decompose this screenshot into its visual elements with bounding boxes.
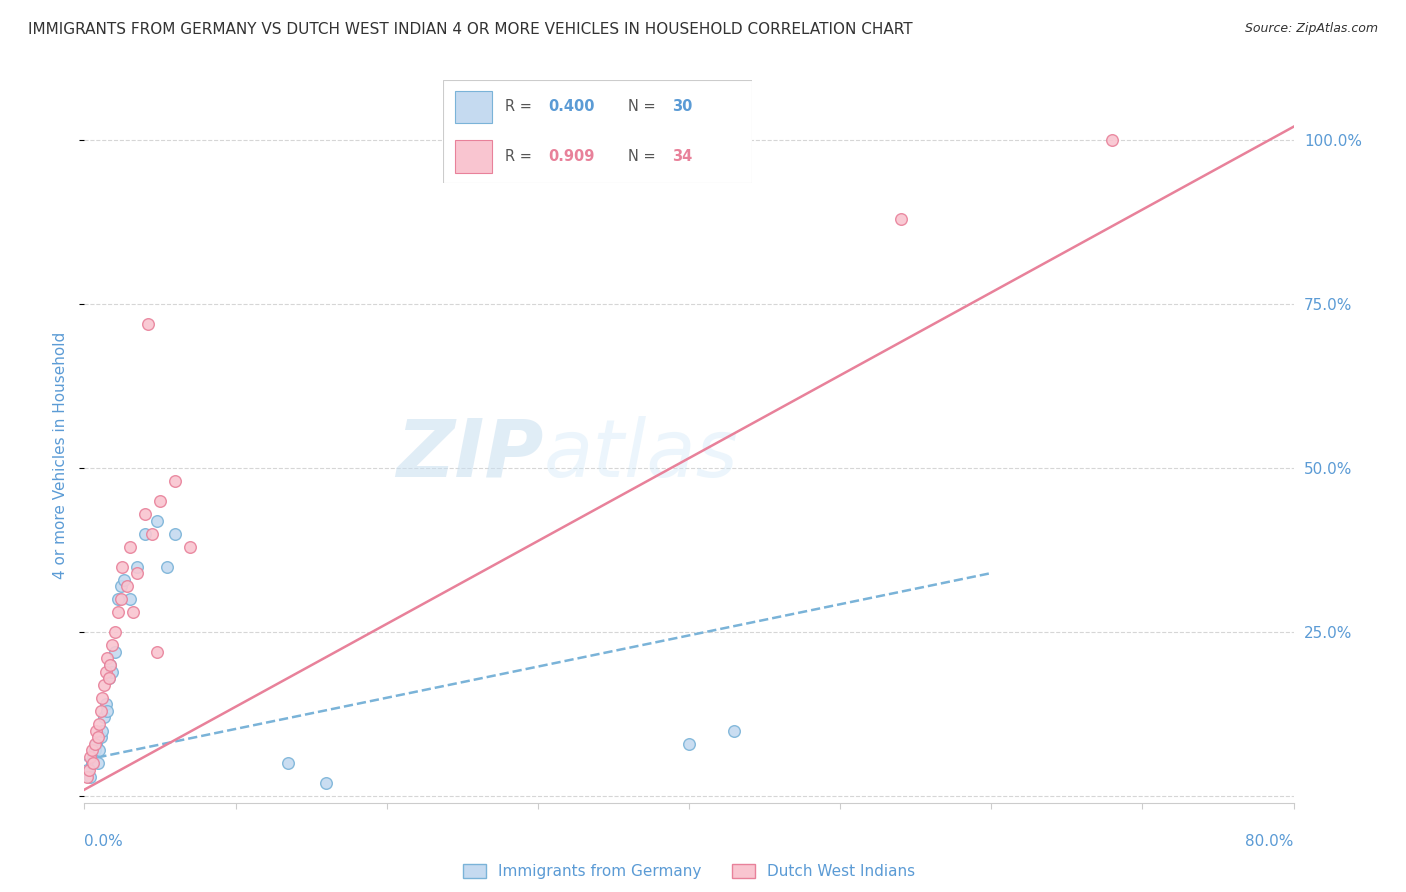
Point (104, 645, 127, 659)
Text: 34: 34 (672, 149, 692, 164)
Point (79, 749, 101, 764)
Point (91, 723, 114, 738)
Point (79, 770, 101, 784)
Point (146, 645, 169, 659)
Point (1101, 133, 1123, 147)
Point (97, 671, 120, 685)
Point (277, 756, 299, 771)
Point (136, 317, 159, 331)
Text: atlas: atlas (544, 416, 738, 494)
Point (678, 737, 700, 751)
Point (98, 657, 121, 672)
Point (89, 743, 111, 757)
Legend: Immigrants from Germany, Dutch West Indians: Immigrants from Germany, Dutch West Indi… (457, 858, 921, 886)
Point (93, 678, 115, 692)
Point (94, 698, 117, 712)
Text: N =: N = (628, 149, 661, 164)
Point (80, 743, 103, 757)
Text: R =: R = (505, 99, 536, 114)
Point (156, 559, 179, 574)
Point (723, 723, 745, 738)
Text: 0.909: 0.909 (548, 149, 595, 164)
Point (91, 690, 114, 705)
Point (165, 526, 187, 541)
Point (98, 657, 121, 672)
Point (134, 507, 156, 521)
FancyBboxPatch shape (443, 80, 752, 183)
Point (97, 671, 120, 685)
Text: R =: R = (505, 149, 536, 164)
Point (165, 474, 187, 488)
Point (179, 540, 201, 554)
Point (86, 737, 108, 751)
Text: Source: ZipAtlas.com: Source: ZipAtlas.com (1244, 22, 1378, 36)
Point (107, 606, 129, 620)
Point (118, 540, 141, 554)
Point (146, 514, 169, 528)
Text: 0.0%: 0.0% (84, 834, 124, 849)
Point (93, 710, 115, 724)
Point (315, 776, 337, 790)
Point (890, 211, 912, 226)
Point (141, 526, 163, 541)
Point (89, 717, 111, 731)
Point (121, 606, 143, 620)
Bar (456, 140, 492, 173)
Point (112, 573, 135, 587)
Point (80, 756, 103, 771)
Point (94, 665, 117, 679)
Point (90, 704, 112, 718)
Point (115, 579, 138, 593)
Point (118, 592, 141, 607)
Point (127, 566, 149, 580)
Text: 0.400: 0.400 (548, 99, 595, 114)
Point (134, 526, 156, 541)
Point (82, 756, 104, 771)
Point (86, 723, 108, 738)
Point (100, 665, 122, 679)
Point (84, 743, 107, 757)
Point (76, 763, 98, 777)
Point (87, 730, 110, 744)
Point (127, 559, 149, 574)
Point (84, 737, 107, 751)
Point (110, 579, 132, 593)
Point (149, 494, 172, 508)
Point (90, 730, 112, 744)
Y-axis label: 4 or more Vehicles in Household: 4 or more Vehicles in Household (53, 331, 69, 579)
Point (100, 638, 122, 652)
Point (96, 704, 118, 718)
Point (82, 749, 104, 764)
Text: ZIP: ZIP (396, 416, 544, 494)
Point (77, 763, 100, 777)
Point (87, 756, 110, 771)
Point (107, 592, 129, 607)
Point (104, 625, 127, 640)
Text: IMMIGRANTS FROM GERMANY VS DUTCH WEST INDIAN 4 OR MORE VEHICLES IN HOUSEHOLD COR: IMMIGRANTS FROM GERMANY VS DUTCH WEST IN… (28, 22, 912, 37)
Text: 80.0%: 80.0% (1246, 834, 1294, 849)
Point (76, 770, 98, 784)
Text: N =: N = (628, 99, 661, 114)
Point (96, 651, 118, 665)
Point (111, 559, 134, 574)
Text: 30: 30 (672, 99, 692, 114)
Point (110, 592, 132, 607)
Bar (456, 91, 492, 123)
